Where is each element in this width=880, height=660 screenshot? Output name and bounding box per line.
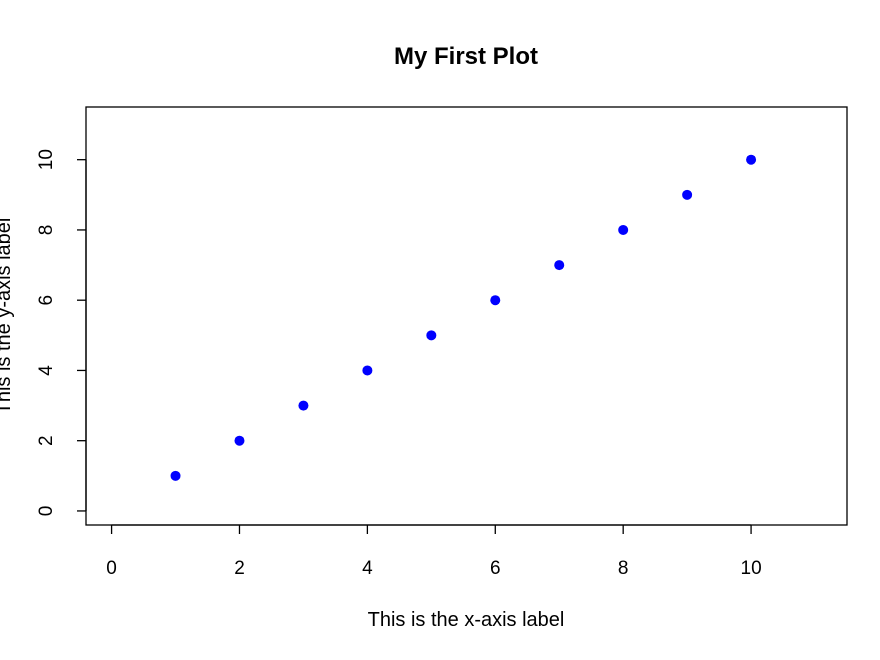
y-tick-label: 0: [36, 506, 57, 517]
x-tick-label: 10: [741, 558, 762, 579]
data-point: [234, 435, 245, 446]
data-point: [746, 154, 757, 165]
plot-area-frame: [85, 106, 848, 526]
y-tick-label: 2: [36, 435, 57, 446]
y-tick-label: 4: [36, 365, 57, 376]
y-tick-label: 8: [36, 225, 57, 236]
y-axis: 0 2 4 6 8 10: [36, 149, 87, 517]
x-tick-label: 0: [106, 558, 117, 579]
x-axis-label: This is the x-axis label: [368, 609, 565, 631]
data-point: [298, 400, 309, 411]
data-point: [362, 365, 373, 376]
x-tick-label: 8: [618, 558, 629, 579]
y-tick-label: 6: [36, 295, 57, 306]
x-tick-label: 2: [234, 558, 245, 579]
y-tick-label: 10: [36, 149, 57, 170]
x-tick-label: 4: [362, 558, 373, 579]
x-tick-label: 6: [490, 558, 501, 579]
y-axis-label: This is the y-axis label: [0, 218, 15, 415]
x-axis: 0 2 4 6 8 10: [106, 524, 762, 579]
data-point: [554, 260, 565, 271]
data-points: [170, 154, 757, 481]
data-point: [426, 330, 437, 341]
chart-title: My First Plot: [394, 43, 538, 70]
data-point: [682, 189, 693, 200]
data-point: [170, 470, 181, 481]
data-point: [490, 295, 501, 306]
data-point: [618, 224, 629, 235]
